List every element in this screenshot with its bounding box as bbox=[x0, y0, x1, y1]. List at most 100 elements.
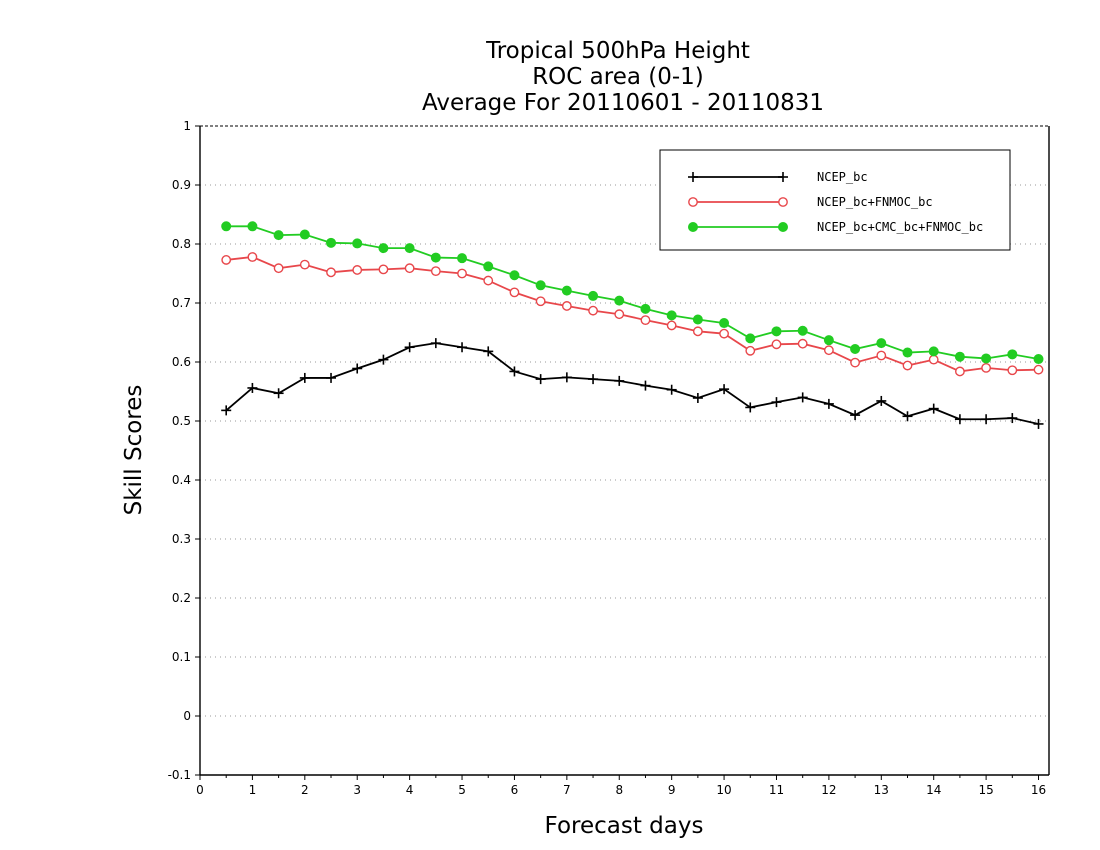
data-point bbox=[850, 410, 861, 421]
data-point bbox=[404, 342, 415, 353]
axes: -0.100.10.20.30.40.50.60.70.80.910 1 2 3 4 5 6… bbox=[168, 119, 1050, 797]
title-line-3: Average For 20110601 - 20110831 bbox=[422, 90, 824, 116]
data-point bbox=[876, 338, 887, 349]
y-tick-label: 0.2 bbox=[172, 591, 191, 605]
data-point bbox=[588, 290, 599, 301]
x-tick-label: 14 bbox=[926, 783, 941, 797]
data-point bbox=[614, 309, 625, 320]
data-point bbox=[823, 398, 834, 409]
data-point bbox=[797, 338, 808, 349]
y-tick-label: 0.6 bbox=[172, 355, 191, 369]
series-1 bbox=[221, 252, 1044, 377]
data-point bbox=[614, 375, 625, 386]
x-tick-label: 15 bbox=[978, 783, 993, 797]
data-point bbox=[902, 360, 913, 371]
x-tick-label: 7 bbox=[563, 783, 571, 797]
data-point bbox=[1033, 418, 1044, 429]
data-point bbox=[404, 263, 415, 274]
x-tick-label: 11 bbox=[769, 783, 784, 797]
data-point bbox=[588, 305, 598, 316]
y-tick-label: 0.7 bbox=[172, 296, 191, 310]
series bbox=[221, 221, 1044, 429]
data-point bbox=[640, 380, 651, 391]
data-point bbox=[247, 252, 258, 262]
data-point bbox=[588, 374, 599, 385]
legend-marker bbox=[688, 197, 698, 207]
legend-label: NCEP_bc+FNMOC_bc bbox=[817, 195, 933, 209]
data-point bbox=[771, 326, 782, 337]
x-tick-label: 12 bbox=[821, 783, 836, 797]
data-point bbox=[352, 238, 363, 249]
data-point bbox=[352, 265, 363, 275]
data-point bbox=[430, 338, 441, 349]
data-point bbox=[823, 335, 834, 346]
data-point bbox=[954, 414, 965, 425]
data-point bbox=[928, 354, 939, 365]
data-point bbox=[299, 229, 310, 240]
data-point bbox=[692, 314, 703, 325]
chart-title: Tropical 500hPa Height ROC area (0-1) Av… bbox=[422, 38, 824, 116]
legend-item: NCEP_bc+CMC_bc+FNMOC_bc bbox=[688, 220, 983, 234]
title-line-2: ROC area (0-1) bbox=[532, 64, 704, 90]
data-point bbox=[299, 372, 310, 383]
data-point bbox=[955, 366, 965, 377]
x-tick-label: 5 bbox=[458, 783, 466, 797]
data-point bbox=[483, 275, 494, 286]
x-tick-label: 6 bbox=[511, 783, 519, 797]
data-point bbox=[850, 357, 860, 368]
data-point bbox=[509, 366, 520, 377]
legend-marker bbox=[688, 222, 698, 232]
data-point bbox=[850, 344, 861, 355]
x-tick-label: 1 bbox=[249, 783, 257, 797]
x-tick-label: 13 bbox=[874, 783, 889, 797]
data-point bbox=[1033, 364, 1044, 375]
data-point bbox=[273, 263, 284, 274]
data-point bbox=[902, 347, 913, 358]
data-point bbox=[326, 237, 337, 248]
data-point bbox=[1007, 349, 1018, 360]
x-tick-label: 3 bbox=[353, 783, 361, 797]
data-point bbox=[326, 267, 336, 278]
legend-marker bbox=[778, 197, 788, 207]
data-point bbox=[745, 345, 756, 356]
data-point bbox=[247, 382, 258, 393]
legend-marker bbox=[778, 222, 788, 232]
series-0 bbox=[221, 338, 1044, 429]
x-tick-label: 8 bbox=[615, 783, 623, 797]
legend: NCEP_bc NCEP_bc+FNMOC_bc NCEP_bc+CMC_bc+FN… bbox=[659, 149, 1011, 251]
data-point bbox=[535, 374, 546, 385]
data-point bbox=[247, 221, 258, 232]
data-point bbox=[902, 411, 913, 422]
data-point bbox=[876, 395, 887, 406]
data-point bbox=[483, 261, 494, 272]
legend-label: NCEP_bc bbox=[817, 170, 868, 184]
data-point bbox=[1007, 365, 1018, 376]
data-point bbox=[1007, 413, 1018, 424]
grid bbox=[200, 184, 1049, 717]
data-point bbox=[928, 403, 939, 414]
data-point bbox=[823, 345, 834, 356]
data-point bbox=[719, 384, 730, 395]
data-point bbox=[273, 230, 284, 241]
data-point bbox=[221, 221, 232, 232]
legend-marker bbox=[778, 172, 788, 182]
data-point bbox=[352, 363, 363, 374]
data-point bbox=[1033, 354, 1044, 365]
data-point bbox=[640, 303, 651, 314]
x-tick-label: 2 bbox=[301, 783, 309, 797]
data-point bbox=[561, 285, 572, 296]
data-point bbox=[404, 243, 415, 254]
data-point bbox=[666, 384, 677, 395]
data-point bbox=[299, 259, 310, 270]
data-point bbox=[666, 320, 677, 331]
series-line bbox=[226, 256, 1039, 373]
y-tick-label: 0.9 bbox=[172, 178, 191, 192]
data-point bbox=[981, 353, 992, 364]
data-point bbox=[876, 350, 887, 361]
x-axis-title: Forecast days bbox=[545, 813, 704, 839]
data-point bbox=[561, 372, 572, 383]
data-point bbox=[378, 264, 389, 275]
series-line bbox=[225, 342, 1039, 425]
data-point bbox=[221, 255, 232, 265]
data-point bbox=[221, 405, 232, 416]
